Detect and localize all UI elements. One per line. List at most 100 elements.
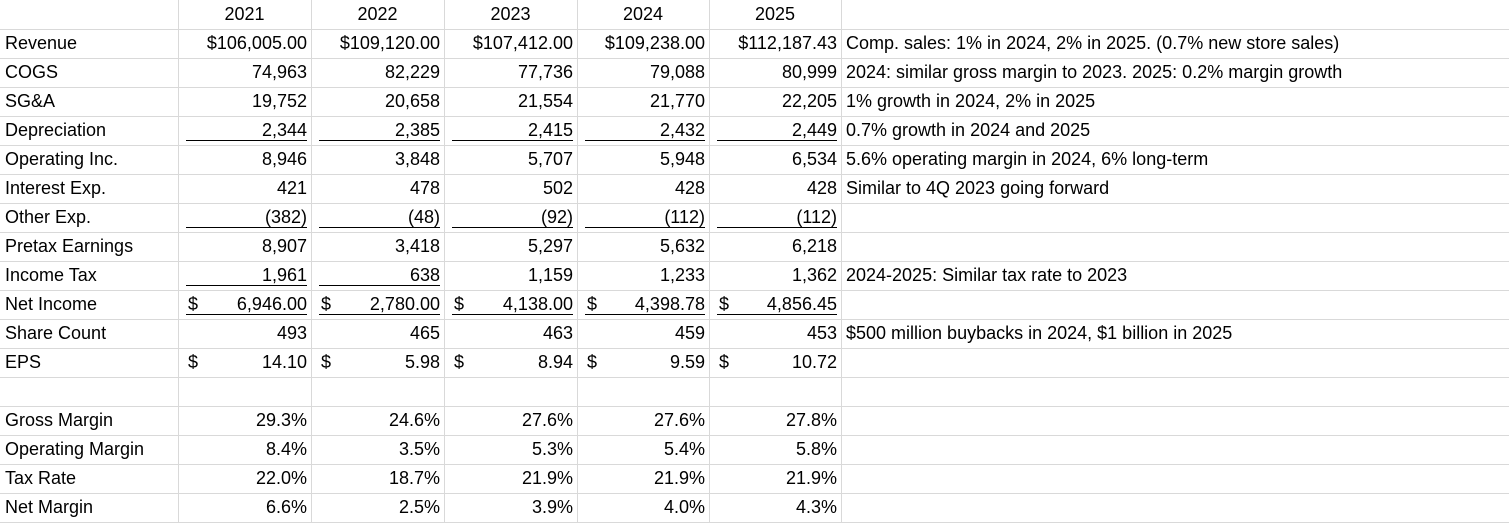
year-header-2022[interactable]: 2022 [357,4,398,24]
cell-net-margin-2025[interactable]: 4.3% [795,497,837,517]
cell-operating-margin-2023[interactable]: 5.3% [531,439,573,459]
cell-eps-2023[interactable]: 8.94 [537,352,573,372]
cell-operating-inc-2023[interactable]: 5,707 [527,149,573,169]
cell-other-exp-2023[interactable]: (92) [540,207,573,227]
cell-income-tax-2024[interactable]: 1,233 [659,265,705,285]
cell-sg-a-2021[interactable]: 19,752 [251,91,307,111]
cell-other-exp-2025[interactable]: (112) [796,207,837,227]
cell-revenue-2024[interactable]: $109,238.00 [604,33,705,53]
cell-pretax-earnings-2024[interactable]: 5,632 [659,236,705,256]
cell-income-tax-2022[interactable]: 638 [409,265,440,285]
cell-depreciation-2022[interactable]: 2,385 [394,120,440,140]
year-header-2023[interactable]: 2023 [490,4,531,24]
cell-blank-2023[interactable] [444,377,573,406]
cell-gross-margin-2023[interactable]: 27.6% [521,410,573,430]
row-label-other-exp[interactable]: Other Exp. [5,207,92,227]
cell-cogs-2021[interactable]: 74,963 [251,62,307,82]
cell-eps-2024[interactable]: 9.59 [669,352,705,372]
cell-revenue-2023[interactable]: $107,412.00 [472,33,573,53]
row-label-share-count[interactable]: Share Count [5,323,107,343]
cell-share-count-2025[interactable]: 453 [806,323,837,343]
cell-net-income-2023[interactable]: 4,138.00 [502,294,573,314]
cell-sg-a-2025[interactable]: 22,205 [781,91,837,111]
row-label-income-tax[interactable]: Income Tax [5,265,97,285]
row-label-net-income[interactable]: Net Income [5,294,98,314]
cell-tax-rate-2024[interactable]: 21.9% [653,468,705,488]
cell-share-count-2022[interactable]: 465 [409,323,440,343]
cell-net-margin-2024[interactable]: 4.0% [663,497,705,517]
cell-tax-rate-2023[interactable]: 21.9% [521,468,573,488]
cell-income-tax-2023[interactable]: 1,159 [527,265,573,285]
cell-share-count-2021[interactable]: 493 [276,323,307,343]
cell-cogs-2023[interactable]: 77,736 [517,62,573,82]
row-label-gross-margin[interactable]: Gross Margin [5,410,114,430]
cell-share-count-2023[interactable]: 463 [542,323,573,343]
row-label-revenue[interactable]: Revenue [5,33,78,53]
cell-income-tax-2025[interactable]: 1,362 [791,265,837,285]
cell-operating-margin-2021[interactable]: 8.4% [265,439,307,459]
cell-sg-a-2022[interactable]: 20,658 [384,91,440,111]
row-label-eps[interactable]: EPS [5,352,42,372]
cell-other-exp-2024[interactable]: (112) [664,207,705,227]
cell-depreciation-2023[interactable]: 2,415 [527,120,573,140]
cell-share-count-2024[interactable]: 459 [674,323,705,343]
cell-other-exp-2021[interactable]: (382) [264,207,307,227]
cell-operating-margin-2025[interactable]: 5.8% [795,439,837,459]
cell-gross-margin-2021[interactable]: 29.3% [255,410,307,430]
cell-interest-exp-2025[interactable]: 428 [806,178,837,198]
cell-cogs-2025[interactable]: 80,999 [781,62,837,82]
year-header-2021[interactable]: 2021 [224,4,265,24]
cell-blank-2024[interactable] [577,377,705,406]
cell-net-income-2025[interactable]: 4,856.45 [766,294,837,314]
year-header-2024[interactable]: 2024 [622,4,664,24]
cell-eps-2025[interactable]: 10.72 [791,352,837,372]
cell-eps-2022[interactable]: 5.98 [404,352,440,372]
cell-operating-inc-2025[interactable]: 6,534 [791,149,837,169]
cell-revenue-2025[interactable]: $112,187.43 [738,33,837,53]
row-label-cogs[interactable]: COGS [5,62,59,82]
cell-pretax-earnings-2022[interactable]: 3,418 [394,236,440,256]
cell-pretax-earnings-2021[interactable]: 8,907 [261,236,307,256]
cell-interest-exp-2024[interactable]: 428 [674,178,705,198]
cell-tax-rate-2022[interactable]: 18.7% [388,468,440,488]
cell-net-income-2024[interactable]: 4,398.78 [634,294,705,314]
cell-revenue-2021[interactable]: $106,005.00 [206,33,307,53]
cell-cogs-2024[interactable]: 79,088 [649,62,705,82]
cell-pretax-earnings-2023[interactable]: 5,297 [527,236,573,256]
row-label-operating-margin[interactable]: Operating Margin [5,439,145,459]
cell-depreciation-2025[interactable]: 2,449 [791,120,837,140]
cell-blank-2021[interactable] [178,377,307,406]
cell-interest-exp-2023[interactable]: 502 [542,178,573,198]
cell-gross-margin-2025[interactable]: 27.8% [785,410,837,430]
cell-tax-rate-2025[interactable]: 21.9% [785,468,837,488]
row-label-depreciation[interactable]: Depreciation [5,120,107,140]
cell-blank-2025[interactable] [709,377,837,406]
cell-net-margin-2023[interactable]: 3.9% [531,497,573,517]
row-label-operating-inc[interactable]: Operating Inc. [5,149,119,169]
cell-blank-2022[interactable] [311,377,440,406]
cell-gross-margin-2022[interactable]: 24.6% [388,410,440,430]
cell-sg-a-2024[interactable]: 21,770 [649,91,705,111]
cell-tax-rate-2021[interactable]: 22.0% [255,468,307,488]
cell-operating-inc-2022[interactable]: 3,848 [394,149,440,169]
cell-cogs-2022[interactable]: 82,229 [384,62,440,82]
cell-interest-exp-2022[interactable]: 478 [409,178,440,198]
row-label-interest-exp[interactable]: Interest Exp. [5,178,107,198]
cell-operating-inc-2024[interactable]: 5,948 [659,149,705,169]
cell-operating-margin-2024[interactable]: 5.4% [663,439,705,459]
cell-net-income-2021[interactable]: 6,946.00 [236,294,307,314]
cell-net-margin-2021[interactable]: 6.6% [265,497,307,517]
cell-income-tax-2021[interactable]: 1,961 [261,265,307,285]
row-label-net-margin[interactable]: Net Margin [5,497,94,517]
cell-other-exp-2022[interactable]: (48) [407,207,440,227]
row-label-tax-rate[interactable]: Tax Rate [5,468,77,488]
cell-depreciation-2024[interactable]: 2,432 [659,120,705,140]
cell-pretax-earnings-2025[interactable]: 6,218 [791,236,837,256]
cell-gross-margin-2024[interactable]: 27.6% [653,410,705,430]
row-label-sg-a[interactable]: SG&A [5,91,56,111]
year-header-2025[interactable]: 2025 [754,4,796,24]
cell-interest-exp-2021[interactable]: 421 [276,178,307,198]
cell-operating-inc-2021[interactable]: 8,946 [261,149,307,169]
cell-net-margin-2022[interactable]: 2.5% [398,497,440,517]
cell-eps-2021[interactable]: 14.10 [261,352,307,372]
